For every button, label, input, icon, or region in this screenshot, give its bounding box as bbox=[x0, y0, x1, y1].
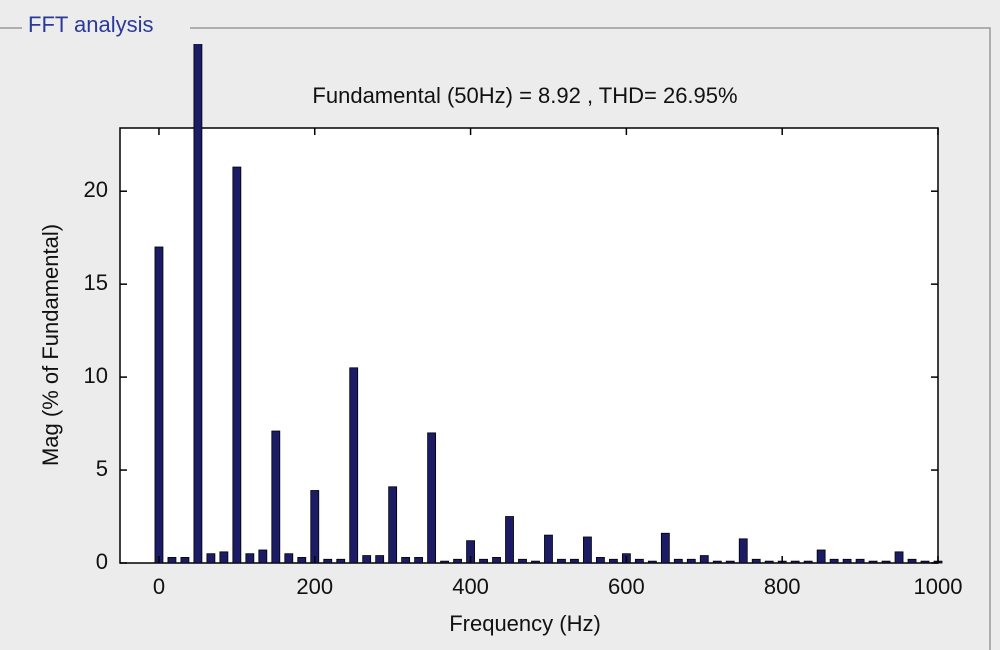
bar bbox=[894, 551, 904, 564]
panel-border bbox=[0, 27, 991, 650]
bar bbox=[297, 557, 307, 564]
bar bbox=[284, 553, 294, 564]
bar bbox=[608, 558, 618, 564]
bars bbox=[154, 44, 943, 564]
bar bbox=[492, 557, 501, 564]
bar bbox=[271, 430, 281, 564]
bar bbox=[440, 560, 450, 564]
bar bbox=[479, 558, 488, 564]
bar bbox=[427, 432, 437, 564]
x-tick-label: 200 bbox=[296, 574, 333, 599]
bar bbox=[362, 555, 372, 564]
bar bbox=[336, 558, 346, 564]
x-axis-label: Frequency (Hz) bbox=[449, 611, 601, 636]
bar bbox=[699, 555, 709, 564]
bar bbox=[375, 555, 385, 564]
bar bbox=[531, 560, 540, 564]
bar bbox=[518, 558, 527, 564]
bar bbox=[245, 553, 255, 564]
bar bbox=[751, 558, 761, 564]
bar bbox=[180, 557, 190, 564]
bar bbox=[583, 536, 592, 564]
y-axis-label: Mag (% of Fundamental) bbox=[38, 224, 63, 466]
bar bbox=[505, 516, 514, 564]
bar bbox=[570, 558, 579, 564]
bar bbox=[453, 558, 462, 564]
bar bbox=[829, 558, 839, 564]
y-tick-label: 15 bbox=[84, 270, 108, 295]
bar bbox=[725, 560, 735, 564]
bar bbox=[855, 558, 865, 564]
y-tick-label: 5 bbox=[96, 456, 108, 481]
bar bbox=[401, 557, 411, 564]
bar bbox=[154, 246, 164, 564]
bar bbox=[764, 560, 774, 564]
bar bbox=[920, 560, 930, 564]
plot-area bbox=[119, 127, 939, 564]
bar bbox=[219, 551, 229, 564]
bar bbox=[414, 557, 424, 564]
bar bbox=[673, 558, 683, 564]
bar bbox=[647, 560, 657, 564]
bar bbox=[842, 558, 852, 564]
bar bbox=[349, 367, 359, 564]
bar bbox=[868, 560, 878, 564]
x-tick-label: 0 bbox=[153, 574, 165, 599]
bar bbox=[634, 558, 644, 564]
bar bbox=[738, 538, 748, 564]
bar bbox=[258, 549, 268, 564]
bar bbox=[790, 560, 800, 564]
bar bbox=[310, 490, 320, 564]
bar bbox=[206, 553, 216, 564]
x-tick-label: 1000 bbox=[914, 574, 963, 599]
bar bbox=[323, 558, 333, 564]
bar bbox=[557, 558, 566, 564]
y-tick-label: 10 bbox=[84, 363, 108, 388]
bar bbox=[803, 560, 813, 564]
y-tick-label: 0 bbox=[96, 549, 108, 574]
x-tick-label: 600 bbox=[608, 574, 645, 599]
bar bbox=[388, 486, 398, 564]
bar bbox=[686, 558, 696, 564]
panel-title: FFT analysis bbox=[28, 12, 154, 37]
bar bbox=[816, 549, 826, 564]
bar bbox=[596, 557, 605, 564]
chart-title: Fundamental (50Hz) = 8.92 , THD= 26.95% bbox=[312, 83, 737, 108]
bar bbox=[544, 534, 553, 564]
bar bbox=[232, 166, 242, 564]
bar bbox=[907, 558, 917, 564]
bar bbox=[193, 44, 203, 564]
x-tick-label: 400 bbox=[452, 574, 489, 599]
bar bbox=[712, 560, 722, 564]
x-tick-label: 800 bbox=[764, 574, 801, 599]
bar bbox=[881, 560, 891, 564]
bar bbox=[167, 557, 177, 564]
bar bbox=[660, 532, 670, 564]
y-tick-label: 20 bbox=[84, 177, 108, 202]
